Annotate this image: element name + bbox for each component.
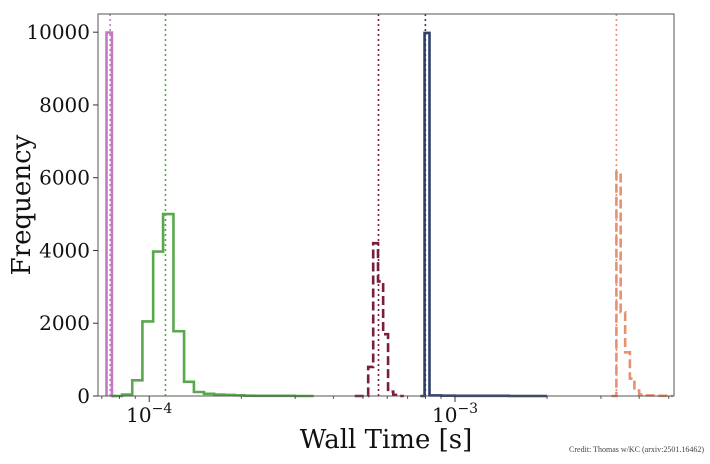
histogram-series-5	[611, 170, 673, 398]
y-axis-label: Frequency	[7, 134, 37, 275]
y-tick-label: 4000	[39, 238, 90, 262]
histogram-series-2	[111, 212, 314, 398]
x-axis-label: Wall Time [s]	[300, 425, 472, 455]
y-tick-label: 0	[77, 384, 90, 408]
y-tick-label: 6000	[39, 166, 90, 190]
x-tick-label: 10−4	[126, 401, 172, 427]
y-tick-label: 8000	[39, 93, 90, 117]
credit-note: Credit: Thomas w/KC (arxiv:2501.16462)	[569, 445, 704, 454]
x-tick-label: 10−3	[432, 401, 478, 427]
plot-frame	[97, 13, 675, 397]
histogram-series-3	[354, 241, 404, 398]
y-tick-label: 2000	[39, 311, 90, 335]
y-tick-label: 10000	[26, 20, 90, 44]
histogram-series-4	[420, 31, 548, 398]
axes: 0 2000 4000 6000 8000 10000 10−4 10−3	[26, 20, 670, 427]
histogram-series-1	[105, 31, 118, 398]
plot-area	[105, 14, 673, 398]
